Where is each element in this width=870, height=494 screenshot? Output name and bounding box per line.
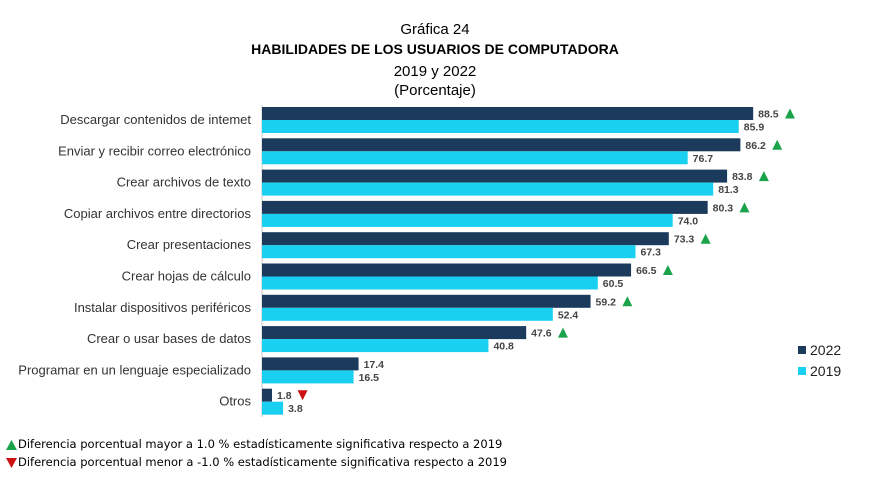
data-label-2019: 16.5	[359, 372, 380, 384]
footnote-down-text: Diferencia porcentual menor a -1.0 % est…	[18, 455, 507, 469]
data-label-2019: 67.3	[641, 247, 662, 259]
bar-2022	[262, 357, 359, 371]
category-label: Copiar archivos entre directorios	[64, 206, 252, 221]
category-label: Crear hojas de cálculo	[122, 269, 251, 284]
bar-2022	[262, 263, 632, 277]
bar-2019	[262, 120, 739, 133]
chart-years: 2019 y 2022	[393, 63, 477, 80]
legend-label-2022: 2022	[810, 342, 841, 358]
legend-swatch-2019	[798, 367, 806, 375]
data-label-2019: 60.5	[603, 278, 624, 290]
category-label: Enviar y recibir correo electrónico	[58, 143, 251, 158]
bar-2022	[262, 138, 741, 152]
bar-2019	[262, 307, 553, 321]
triangle-up-icon	[700, 233, 711, 244]
triangle-up-icon	[662, 265, 673, 275]
chart-title: HABILIDADES DE LOS USUARIOS DE COMPUTADO…	[251, 41, 619, 57]
data-label-2019: 76.7	[693, 153, 714, 165]
category-label: Programar en un lenguaje especializado	[18, 362, 251, 377]
chart-unit: (Porcentaje)	[394, 82, 476, 99]
data-label-2019: 85.9	[744, 122, 765, 134]
bar-2019	[262, 370, 354, 384]
data-label-2022: 1.8	[277, 390, 292, 402]
triangle-up-icon	[557, 327, 568, 338]
bar-2022	[262, 294, 591, 308]
data-label-2022: 73.3	[674, 234, 695, 246]
data-label-2022: 83.8	[732, 171, 753, 183]
bar-2022	[262, 169, 728, 183]
category-label: Crear archivos de texto	[117, 175, 251, 190]
data-label-2022: 59.2	[596, 296, 617, 308]
bar-2019	[262, 213, 673, 227]
bar-2019	[262, 276, 598, 290]
triangle-up-icon	[758, 171, 769, 182]
category-label: Descargar contenidos de intemet	[60, 112, 251, 127]
figure-number: Gráfica 24	[400, 21, 470, 38]
bar-2019	[262, 339, 489, 353]
category-label: Instalar dispositivos periféricos	[74, 300, 252, 315]
bar-chart: Descargar contenidos de intemet 88.585.9 E…	[18, 105, 841, 417]
data-label-2019: 81.3	[718, 184, 739, 196]
triangle-up-icon	[622, 296, 633, 307]
data-label-2022: 88.5	[758, 109, 779, 121]
triangle-up-icon	[772, 139, 783, 150]
bar-2022	[262, 200, 708, 214]
triangle-down-icon	[6, 457, 17, 468]
bar-2022	[262, 326, 527, 340]
data-label-2022: 66.5	[636, 265, 657, 277]
bar-2019	[262, 245, 636, 259]
triangle-up-icon	[784, 108, 795, 119]
footnote-down: Diferencia porcentual menor a -1.0 % est…	[6, 455, 507, 469]
category-label: Crear presentaciones	[127, 237, 252, 252]
data-label-2022: 80.3	[713, 202, 734, 214]
bar-2022	[262, 388, 272, 402]
triangle-down-icon	[297, 390, 308, 401]
data-label-2019: 52.4	[558, 309, 579, 321]
bar-2019	[262, 151, 688, 165]
bar-2019	[262, 401, 284, 415]
bar-2022	[262, 232, 669, 246]
data-label-2019: 40.8	[493, 341, 514, 353]
footnote-up-text: Diferencia porcentual mayor a 1.0 % esta…	[18, 437, 503, 451]
category-label: Crear o usar bases de datos	[87, 331, 252, 346]
bar-2022	[262, 107, 754, 120]
data-label-2022: 86.2	[745, 140, 766, 152]
triangle-up-icon	[739, 202, 750, 213]
footnote-up: Diferencia porcentual mayor a 1.0 % esta…	[6, 437, 502, 451]
legend-swatch-2022	[798, 346, 806, 354]
bar-2019	[262, 182, 714, 196]
triangle-up-icon	[6, 439, 17, 450]
data-label-2022: 47.6	[531, 328, 552, 340]
category-label: Otros	[219, 394, 251, 409]
data-label-2019: 3.8	[288, 403, 303, 415]
legend-label-2019: 2019	[810, 363, 841, 379]
data-label-2019: 74.0	[678, 215, 699, 227]
data-label-2022: 17.4	[364, 359, 385, 371]
